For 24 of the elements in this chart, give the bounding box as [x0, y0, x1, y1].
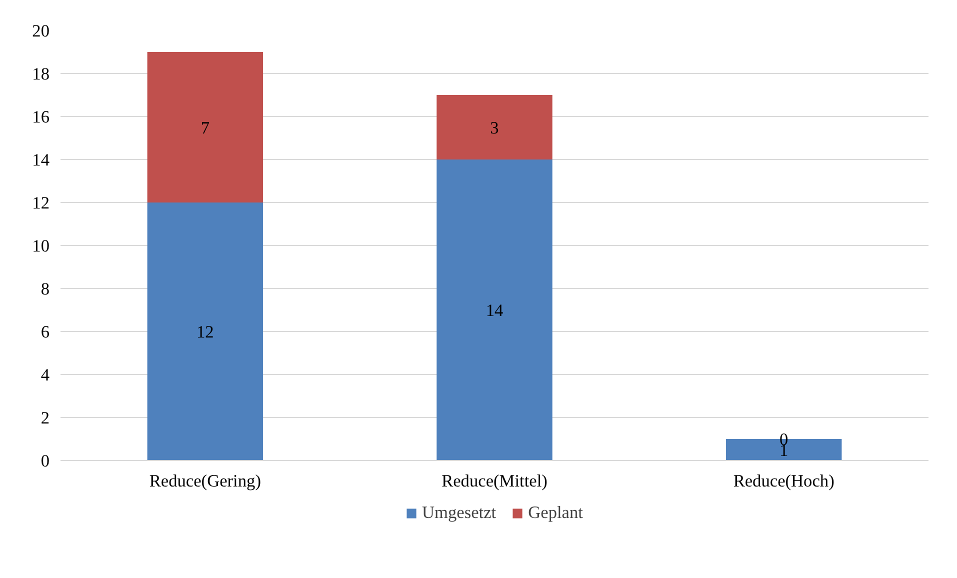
data-label: 7	[200, 118, 210, 138]
bar	[147, 52, 264, 202]
y-tick-label: 16	[32, 108, 50, 126]
x-tick-label: Reduce(Mittel)	[442, 472, 548, 490]
y-tick-label: 18	[32, 64, 50, 84]
y-tick-label: 2	[40, 408, 50, 428]
data-label: 12	[196, 322, 214, 342]
legend-label: Umgesetzt	[422, 503, 496, 523]
y-tick-label: 6	[40, 322, 50, 342]
bar	[436, 95, 552, 160]
y-tick-label: 4	[40, 366, 50, 384]
x-tick-label: Reduce(Hoch)	[733, 472, 835, 490]
y-tick-label: 14	[32, 150, 50, 170]
bar	[436, 160, 552, 460]
bar	[147, 202, 264, 460]
data-label: 3	[490, 118, 499, 138]
x-tick-label: Reduce(Gering)	[149, 472, 262, 490]
y-tick-label: 0	[40, 452, 50, 470]
y-tick-label: 12	[32, 194, 50, 212]
y-tick-label: 10	[32, 236, 50, 256]
y-tick-label: 8	[40, 280, 50, 298]
data-label: 14	[486, 301, 504, 320]
legend-label: Geplant	[528, 503, 583, 523]
y-tick-label: 20	[32, 22, 50, 40]
